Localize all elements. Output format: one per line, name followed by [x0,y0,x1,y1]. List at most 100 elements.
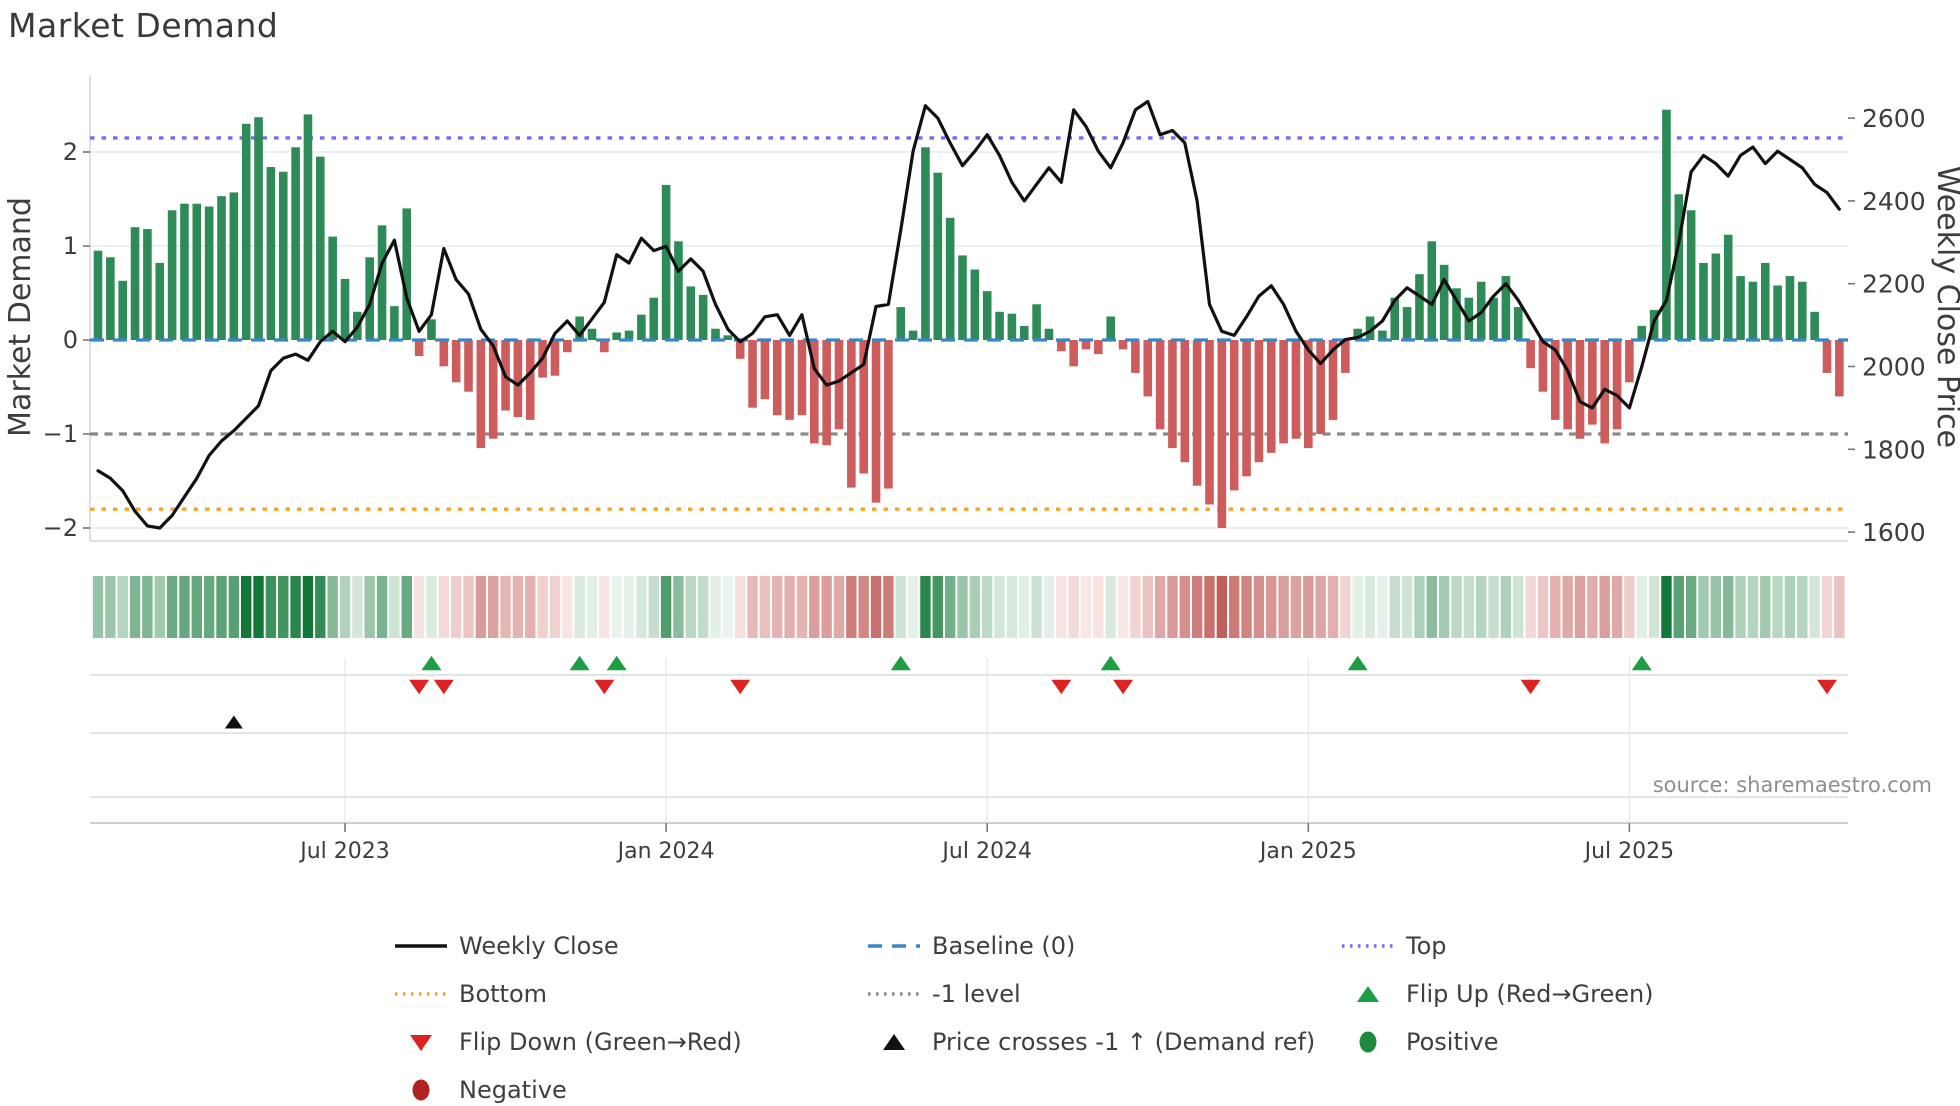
demand-bar [1439,264,1449,340]
heatmap-cell [1290,576,1302,638]
demand-bar [439,340,449,367]
heatmap-cell [1167,576,1178,638]
heatmap-cell [623,576,635,638]
demand-bar [328,236,337,340]
heatmap-cell [821,576,832,638]
demand-bar [1699,262,1708,340]
price-tick-label: 2600 [1862,104,1926,133]
heatmap-cell [142,576,153,638]
heatmap-cell [1735,576,1746,638]
demand-bar [1057,340,1066,352]
demand-bar [624,330,634,340]
demand-bar [896,307,906,340]
demand-bar [464,340,473,392]
heatmap-cell [932,576,943,638]
demand-bar [1180,340,1190,463]
heatmap-cell [858,576,869,638]
flip-down-marker [409,679,430,695]
demand-bar [612,332,621,340]
heatmap-cell [944,576,956,638]
demand-bar [686,286,696,340]
heatmap-cell [1599,576,1610,638]
heatmap-cell [759,576,771,638]
heatmap-cell [796,576,808,638]
demand-bar [1118,340,1128,350]
heatmap-cell [1797,576,1808,638]
heatmap-cell [1117,576,1129,638]
demand-bar [760,340,770,400]
heatmap-cell [352,576,363,638]
right-axis-title: Weekly Close Price [1930,166,1960,448]
heatmap-cell [1043,576,1055,638]
demand-bar [1229,340,1239,491]
axis-ticks: 2 1 0 −1 −2 2600 2400 2200 2000 1800 1600 [43,104,1926,547]
demand-bar [1242,340,1251,477]
x-tick-label: Jan 2024 [616,839,715,864]
flip-down-marker [730,679,751,695]
demand-bar [316,156,325,340]
x-tick-label: Jan 2025 [1258,839,1357,864]
heatmap-cell [1463,576,1475,638]
demand-bar [1205,340,1214,505]
demand-bar [970,269,980,340]
heatmap-cell [1710,576,1722,638]
demand-bar [1563,340,1572,430]
demand-bar [1192,340,1202,486]
demand-bar [550,340,560,376]
heatmap-cell [302,576,314,638]
heatmap-cell [969,576,981,638]
weekly-close-line [96,99,1841,530]
demand-bar [1143,340,1153,397]
demand-bar [204,206,214,340]
demand-bar [1316,340,1325,434]
heatmap-cell [154,576,165,638]
demand-bar [698,294,708,340]
demand-bar [1835,340,1844,397]
demand-bar [1044,328,1054,340]
source-text: source: sharemaestro.com [1653,773,1932,797]
heatmap-cell [982,576,993,638]
demand-bar [797,340,807,416]
heatmap-cell [784,576,795,638]
left-axis-title: Market Demand [3,197,38,437]
heatmap-cell [1476,576,1487,638]
heatmap-cell [846,576,857,638]
demand-bar [1069,340,1078,367]
price-line [96,99,1841,530]
heatmap-cell [673,576,684,638]
page-title: Market Demand [8,6,279,45]
heatmap-cell [1661,576,1672,638]
heatmap-cell [870,576,882,638]
heatmap-cell [203,576,215,638]
heatmap-cell [1611,576,1623,638]
heatmap-cell [228,576,240,638]
x-tick-label: Jul 2024 [940,839,1032,864]
price-cross-marker [224,715,243,729]
heatmap-strip [92,576,1845,638]
demand-bar [1501,276,1511,340]
heatmap-cell [92,576,104,638]
heatmap-cell [1056,576,1067,638]
heatmap-cell [648,576,659,638]
demand-bar [1760,262,1770,340]
demand-bar [130,227,140,340]
heatmap-cell [265,576,277,638]
demand-bar [1736,276,1745,340]
demand-bar [711,328,720,340]
y-tick-label: 2 [63,138,78,166]
heatmap-cell [1760,576,1771,638]
heatmap-cell [253,576,264,638]
heatmap-cell [1241,576,1252,638]
heatmap-cell [241,576,252,638]
heatmap-cell [1019,576,1030,638]
flip-up-marker [890,655,911,671]
demand-bar [488,340,498,439]
heatmap-cell [191,576,202,638]
demand-bar [1674,194,1684,340]
event-markers [224,655,1837,729]
heatmap-cell [512,576,524,638]
heatmap-cell [1673,576,1684,638]
demand-bar [143,229,152,340]
heatmap-cell [833,576,845,638]
